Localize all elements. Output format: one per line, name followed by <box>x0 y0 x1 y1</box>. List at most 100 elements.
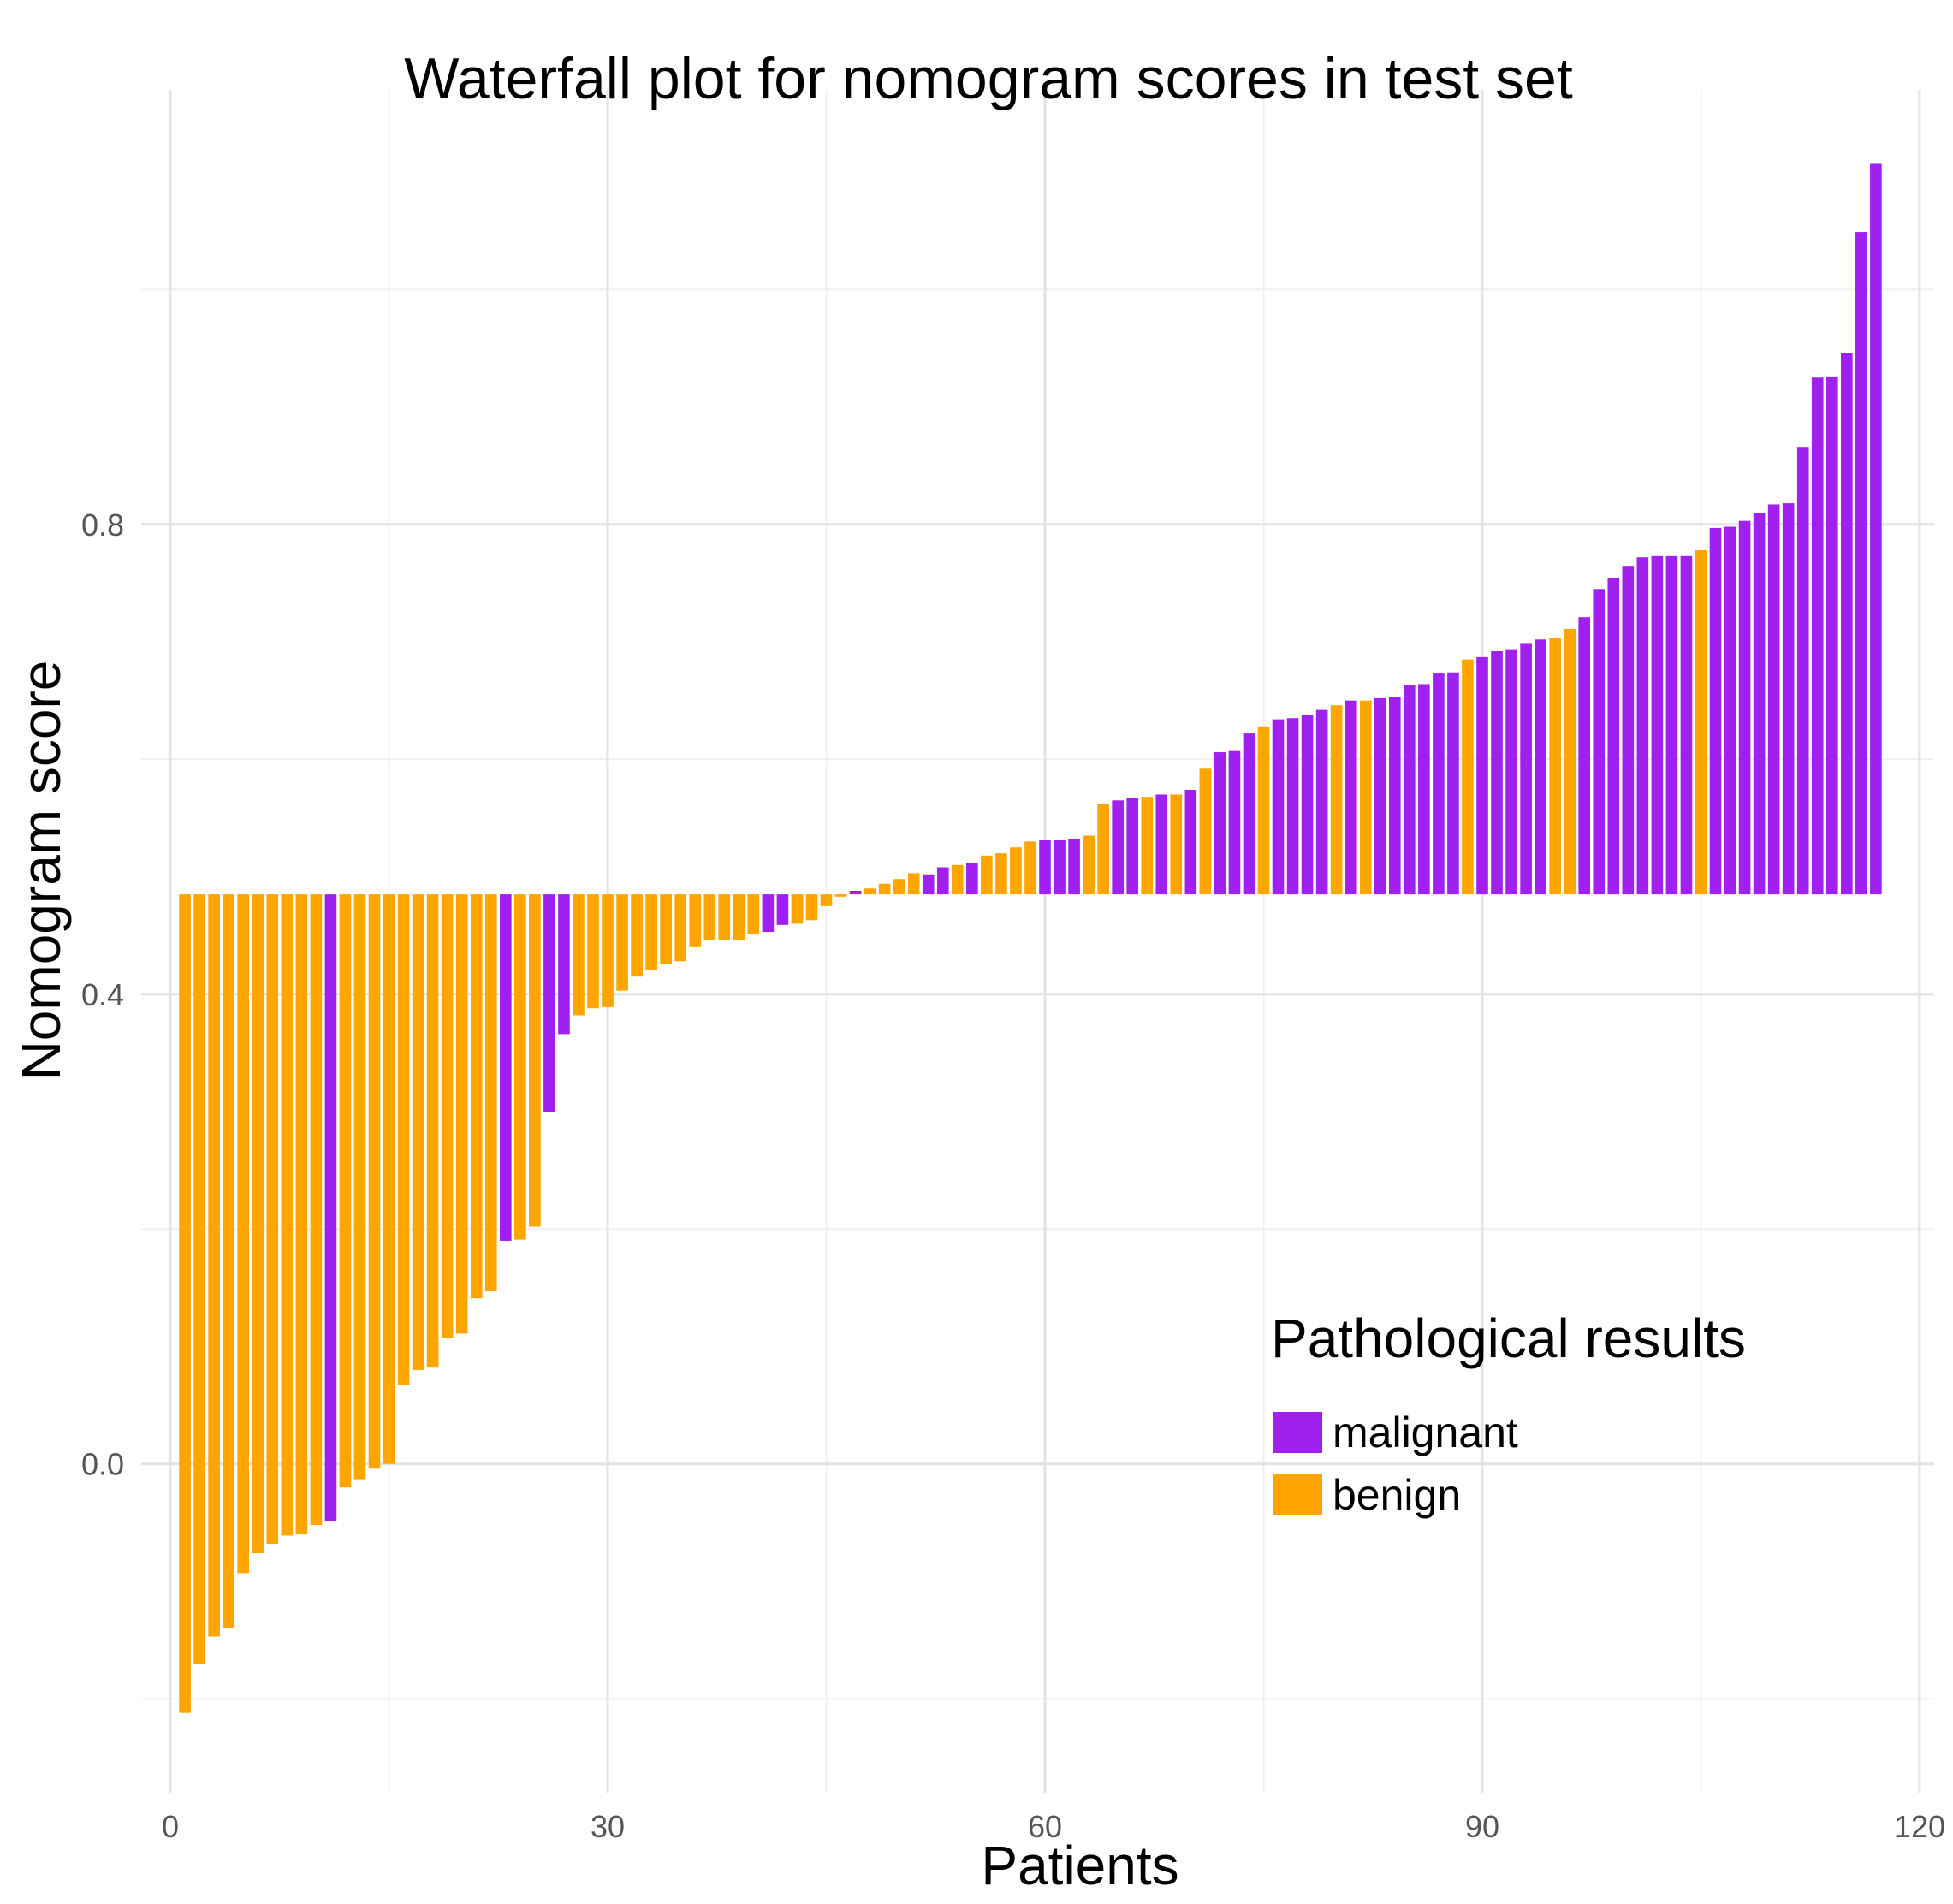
y-tick-label: 0.4 <box>81 977 124 1012</box>
x-tick-label: 120 <box>1894 1809 1945 1844</box>
bar-benign <box>1097 804 1109 895</box>
bar-benign <box>529 894 541 1227</box>
bar-malignant <box>1374 697 1386 895</box>
bar-malignant <box>1447 672 1459 895</box>
bar-malignant <box>1607 578 1620 895</box>
bar-benign <box>747 894 760 934</box>
bar-benign <box>952 864 964 895</box>
bar-malignant <box>1593 589 1606 895</box>
bar-malignant <box>1155 794 1168 895</box>
bar-malignant <box>324 894 337 1521</box>
bar-malignant <box>1126 798 1139 895</box>
bar-malignant <box>1782 503 1795 895</box>
bar-benign <box>674 894 687 962</box>
bar-benign <box>645 894 657 970</box>
x-tick-label: 30 <box>591 1809 625 1844</box>
bar-benign <box>1257 726 1270 895</box>
bar-malignant <box>1870 163 1882 895</box>
bar-benign <box>1010 847 1022 895</box>
bar-malignant <box>1054 839 1066 895</box>
bar-benign <box>412 894 424 1370</box>
bar-malignant <box>1491 651 1503 895</box>
bar-benign <box>441 894 454 1338</box>
bar-malignant <box>776 894 789 925</box>
bar-malignant <box>558 894 570 1035</box>
bar-benign <box>791 894 804 924</box>
legend-title: Pathological results <box>1271 1308 1746 1369</box>
bar-benign <box>455 894 468 1334</box>
bar-malignant <box>1433 673 1445 895</box>
bar-malignant <box>1665 555 1678 895</box>
bar-malignant <box>1039 839 1051 895</box>
bar-benign <box>631 894 643 977</box>
bar-malignant <box>1301 715 1314 895</box>
bar-malignant <box>1345 700 1357 895</box>
bar-benign <box>981 855 993 895</box>
bar-malignant <box>1578 617 1591 895</box>
bar-benign <box>514 894 526 1240</box>
bar-malignant <box>1724 526 1736 895</box>
bar-malignant <box>1622 566 1635 895</box>
bar-benign <box>1024 841 1036 895</box>
bar-benign <box>893 879 905 895</box>
bar-benign <box>1359 700 1372 895</box>
bar-benign <box>295 894 308 1535</box>
bar-malignant <box>1505 649 1517 895</box>
legend-swatch-malignant <box>1273 1412 1322 1453</box>
bar-malignant <box>1534 639 1546 895</box>
bar-benign <box>1330 705 1343 895</box>
bar-benign <box>1199 768 1212 895</box>
bar-benign <box>426 894 439 1368</box>
bar-benign <box>179 894 191 1713</box>
bar-malignant <box>922 874 935 895</box>
bar-malignant <box>1738 520 1751 895</box>
bars <box>179 163 1882 1713</box>
bar-benign <box>339 894 352 1488</box>
bar-malignant <box>1286 718 1299 895</box>
bar-benign <box>368 894 381 1469</box>
x-axis-title: Patients <box>981 1835 1178 1896</box>
bar-benign <box>383 894 395 1464</box>
chart-title: Waterfall plot for nomogram scores in te… <box>404 46 1573 111</box>
bar-benign <box>353 894 366 1480</box>
bar-benign <box>805 894 818 921</box>
bar-benign <box>193 894 205 1664</box>
x-tick-label: 90 <box>1465 1809 1499 1844</box>
bar-malignant <box>1228 750 1241 895</box>
bar-malignant <box>1796 447 1809 895</box>
bar-benign <box>1462 659 1474 895</box>
bar-benign <box>1564 628 1576 895</box>
bar-malignant <box>1753 513 1766 895</box>
bar-benign <box>1141 797 1154 895</box>
bar-malignant <box>1404 685 1416 895</box>
bar-benign <box>573 894 585 1016</box>
bar-benign <box>310 894 323 1526</box>
bar-benign <box>252 894 264 1554</box>
bar-malignant <box>1068 839 1080 895</box>
legend-swatch-benign <box>1273 1474 1322 1515</box>
bar-malignant <box>1811 377 1824 895</box>
bar-malignant <box>1651 555 1664 895</box>
bar-malignant <box>500 894 512 1241</box>
bar-benign <box>907 873 920 895</box>
bar-malignant <box>1840 353 1853 895</box>
bar-malignant <box>1214 752 1226 895</box>
legend-label-benign: benign <box>1333 1471 1461 1519</box>
bar-benign <box>223 894 235 1628</box>
bar-benign <box>587 894 599 1009</box>
bar-malignant <box>1112 800 1124 895</box>
bar-benign <box>266 894 279 1545</box>
bar-malignant <box>1418 684 1430 895</box>
legend-label-malignant: malignant <box>1333 1409 1518 1456</box>
bar-malignant <box>543 894 555 1112</box>
bar-benign <box>397 894 410 1385</box>
bar-malignant <box>1680 555 1693 895</box>
legend-item-malignant: malignant <box>1273 1409 1518 1456</box>
bar-benign <box>689 894 702 947</box>
bar-benign <box>208 894 220 1637</box>
bar-benign <box>995 853 1007 895</box>
bar-malignant <box>1636 557 1649 895</box>
bar-malignant <box>1315 709 1328 895</box>
bar-malignant <box>1767 504 1780 895</box>
